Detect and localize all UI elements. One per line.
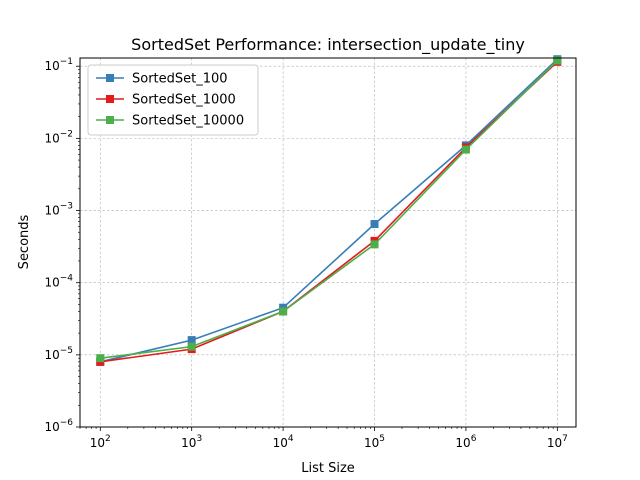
legend-label: SortedSet_10000 (132, 114, 244, 129)
data-point (279, 307, 288, 316)
y-tick-label: 10−6 (44, 418, 73, 434)
plot-frame (79, 57, 577, 428)
legend-marker (106, 95, 114, 103)
x-axis: 102 103 104 105 106 107 (79, 427, 568, 450)
legend-marker (106, 116, 114, 124)
data-point (553, 56, 562, 65)
legend-item: SortedSet_100 (96, 72, 228, 87)
data-point (370, 240, 379, 249)
data-point (187, 342, 196, 351)
data-point (370, 220, 379, 229)
data-point (461, 145, 470, 154)
legend: SortedSet_100 SortedSet_1000 SortedSet_100… (87, 64, 259, 136)
y-tick-label: 10−4 (44, 274, 73, 290)
y-axis: 10−6 10−5 10−4 10−3 10−2 10−1 (44, 57, 80, 434)
series-SortedSet_10000 (96, 56, 562, 363)
y-tick-label: 10−1 (44, 57, 73, 73)
series-layer (96, 55, 562, 366)
series-line (100, 59, 558, 359)
legend-label: SortedSet_1000 (132, 93, 236, 108)
y-tick-label: 10−5 (44, 346, 73, 362)
x-tick-label: 105 (364, 434, 385, 450)
data-point (187, 336, 196, 345)
x-axis-label: List Size (301, 461, 355, 476)
y-tick-label: 10−2 (44, 129, 73, 145)
legend-label: SortedSet_100 (132, 72, 228, 87)
x-tick-label: 103 (181, 434, 202, 450)
data-point (96, 354, 105, 363)
x-tick-label: 107 (547, 434, 568, 450)
x-tick-label: 104 (273, 434, 294, 450)
legend-box (87, 64, 259, 136)
legend-item: SortedSet_10000 (96, 114, 244, 129)
chart-title: SortedSet Performance: intersection_upda… (131, 35, 525, 55)
series-line (100, 61, 558, 363)
legend-marker (106, 74, 114, 82)
y-axis-label: Seconds (17, 214, 32, 269)
x-tick-label: 102 (90, 434, 111, 450)
legend-item: SortedSet_1000 (96, 93, 236, 108)
x-tick-label: 106 (455, 434, 476, 450)
y-tick-label: 10−3 (44, 202, 73, 218)
series-line (100, 58, 558, 363)
